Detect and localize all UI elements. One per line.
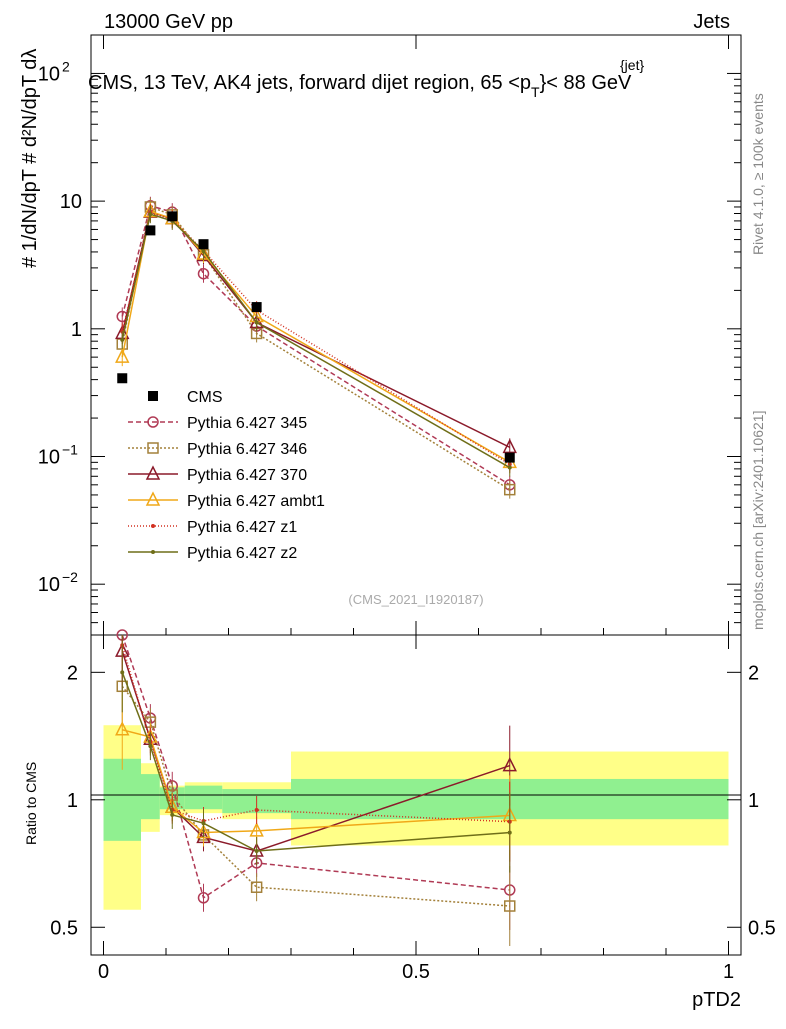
series-marker-ratio: [504, 900, 516, 912]
legend-marker: [151, 550, 155, 554]
series-line-ratio: [121, 685, 510, 907]
series-line-main: [121, 205, 511, 491]
ratio-y-tick-label-right: 1: [748, 790, 759, 812]
data-point: [117, 373, 128, 384]
header-left: 13000 GeV pp: [104, 11, 233, 33]
y-tick-label: 10: [38, 63, 60, 85]
data-point: [167, 211, 178, 222]
legend-marker: [145, 465, 161, 480]
series-marker-ratio: [148, 744, 153, 749]
series-marker-ratio: [201, 821, 206, 826]
ratio-y-tick-label-right: 0.5: [748, 917, 776, 939]
svg-text:CMS, 13 TeV, AK4 jets, forward: CMS, 13 TeV, AK4 jets, forward dijet reg…: [88, 72, 632, 100]
y-tick-label: 10: [38, 447, 60, 469]
legend-marker: [147, 442, 159, 454]
series-marker-ratio: [507, 830, 512, 835]
series-marker-main: [120, 337, 125, 342]
side-text-bottom: mcplots.cern.ch [arXiv:2401.10621]: [750, 411, 766, 630]
ratio-y-tick-label: 0.5: [50, 917, 78, 939]
x-tick-label: 1: [723, 961, 734, 983]
header-right: Jets: [693, 11, 730, 33]
y-tick-exponent: −2: [62, 569, 78, 585]
y-tick-exponent: −1: [62, 442, 78, 458]
title-main: CMS, 13 TeV, AK4 jets, forward dijet reg…: [88, 72, 531, 94]
series-marker-ratio: [120, 670, 125, 675]
side-text-top: Rivet 4.1.0, ≥ 100k events: [750, 93, 766, 255]
legend-label: Pythia 6.427 z2: [187, 545, 297, 562]
series-marker-main: [115, 348, 130, 363]
ratio-y-tick-label: 1: [67, 790, 78, 812]
legend: CMS Pythia 6.427 345 Pythia 6.427 346 Pythi…: [128, 389, 325, 562]
series-marker-ratio: [249, 822, 264, 837]
series-marker-ratio: [254, 849, 259, 854]
data-point: [251, 302, 262, 313]
ratio-y-tick-label: 2: [67, 662, 78, 684]
legend-marker: [147, 416, 159, 428]
y-tick-exponent: 2: [62, 58, 70, 74]
x-tick-label: 0.5: [402, 961, 430, 983]
x-tick-label: 0: [98, 961, 109, 983]
data-point: [145, 225, 156, 236]
legend-label: Pythia 6.427 345: [187, 415, 307, 432]
series-line-ratio: [121, 672, 510, 852]
series-marker-ratio: [254, 808, 259, 813]
series-line-main: [121, 204, 511, 486]
series-marker-main: [148, 212, 153, 217]
legend-label: Pythia 6.427 ambt1: [187, 493, 325, 510]
series-marker-ratio: [250, 881, 263, 893]
legend-label: Pythia 6.427 z1: [187, 519, 297, 536]
series-marker-main: [201, 249, 206, 254]
series-marker-ratio: [502, 756, 517, 772]
title-tail: }< 88 GeV: [540, 72, 632, 94]
series-line-main: [121, 211, 511, 465]
y-label-ratio: Ratio to CMS: [23, 762, 39, 845]
legend-label: Pythia 6.427 370: [187, 467, 307, 484]
series-line-main: [121, 211, 511, 448]
y-label-main: # 1/dN/dpT # d²N/dpT dλ: [19, 49, 41, 268]
band-inner: [184, 785, 223, 810]
series-line-main: [121, 210, 511, 463]
series-marker-ratio: [197, 892, 210, 904]
series-line-ratio: [121, 634, 510, 899]
y-tick-label: 10: [38, 574, 60, 596]
legend-marker: [151, 524, 155, 528]
series-marker-main: [502, 438, 517, 454]
legend-label: Pythia 6.427 346: [187, 441, 307, 458]
series-marker-main: [254, 320, 259, 325]
band-inner: [103, 758, 141, 841]
y-tick-label: 10: [60, 191, 82, 213]
ratio-y-tick-label-right: 2: [748, 662, 759, 684]
data-point: [198, 239, 209, 250]
ratio-bands: [103, 725, 729, 910]
y-tick-label: 1: [71, 319, 82, 341]
series-marker-ratio: [196, 823, 211, 839]
series-marker-main: [504, 483, 516, 496]
series-marker-ratio: [170, 812, 175, 817]
band-inner: [141, 774, 160, 820]
series-marker-ratio: [115, 721, 130, 736]
ratio-series: [115, 629, 517, 947]
watermark: (CMS_2021_I1920187): [348, 592, 483, 607]
legend-data-label: CMS: [187, 389, 223, 406]
x-label: pTD2: [692, 989, 741, 1011]
legend-marker: [145, 491, 161, 506]
legend-data-marker: [148, 391, 158, 401]
main-series: [115, 196, 517, 499]
series-marker-main: [197, 267, 210, 280]
data-point: [504, 452, 515, 463]
title-sub: T: [531, 84, 540, 100]
y-label-main-text: # 1/dN/dpT # d²N/dpT dλ: [19, 49, 41, 268]
title-sup: {jet}: [620, 57, 644, 73]
series-marker-main: [507, 465, 512, 470]
series-line-ratio: [121, 650, 510, 852]
plot-title: CMS, 13 TeV, AK4 jets, forward dijet reg…: [88, 57, 644, 100]
